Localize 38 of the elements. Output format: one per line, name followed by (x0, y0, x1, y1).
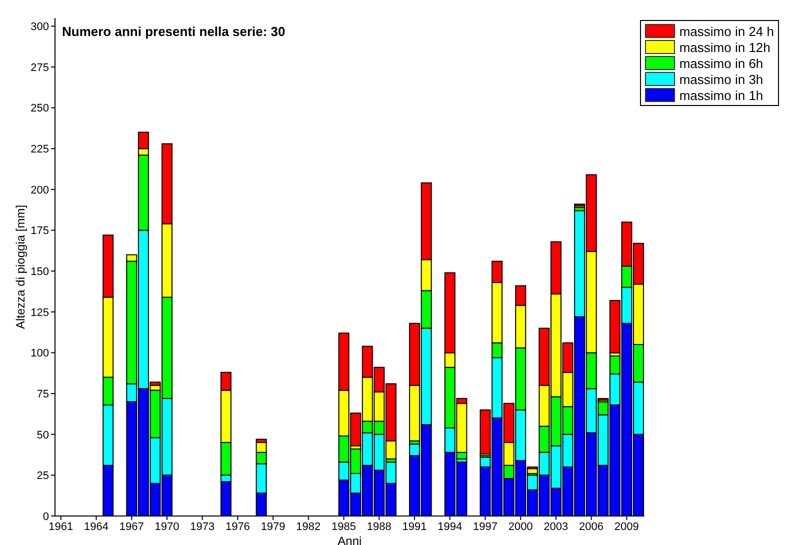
x-tick-label: 1961 (48, 520, 74, 533)
x-tick-label: 1970 (154, 520, 180, 533)
legend-label: massimo in 12h (679, 40, 770, 54)
x-tick-label: 1994 (438, 520, 462, 533)
x-tick-label: 1964 (84, 520, 108, 533)
y-tick-label: 300 (30, 21, 49, 34)
y-axis-title: Altezza di pioggia [mm] (13, 204, 28, 330)
y-tick-label: 100 (30, 348, 49, 360)
x-tick-label: 1997 (472, 520, 498, 533)
y-tick-label: 175 (30, 225, 49, 238)
y-tick-label: 275 (30, 62, 49, 74)
x-tick-label: 1988 (366, 520, 392, 533)
annotation: Numero anni presenti nella serie: 30 (62, 24, 286, 39)
x-tick-label: 1982 (296, 520, 321, 533)
x-axis-title: Anni (338, 534, 362, 545)
legend-label: massimo in 6h (679, 56, 764, 70)
legend-label: massimo in 24 h (679, 24, 774, 38)
x-tick-label: 1985 (332, 520, 356, 533)
legend-label: massimo in 1h (679, 88, 764, 102)
x-tick-label: 1991 (402, 520, 427, 533)
y-tick-label: 0 (42, 510, 49, 523)
y-tick-label: 125 (30, 306, 49, 319)
x-tick-label: 1967 (119, 520, 144, 533)
x-tick-label: 2000 (508, 520, 533, 533)
x-tick-label: 2009 (614, 520, 639, 533)
legend-label: massimo in 3h (679, 72, 764, 86)
x-tick-label: 2006 (579, 520, 604, 533)
y-tick-label: 150 (30, 266, 49, 278)
y-tick-label: 225 (30, 144, 49, 156)
x-tick-label: 2003 (544, 520, 568, 533)
y-tick-label: 200 (30, 184, 49, 196)
x-tick-label: 1976 (225, 520, 250, 533)
x-tick-label: 1979 (260, 520, 286, 533)
y-tick-label: 50 (36, 429, 49, 442)
y-tick-label: 250 (30, 102, 49, 115)
x-tick-label: 1973 (190, 520, 215, 533)
y-tick-label: 25 (36, 470, 49, 482)
y-tick-label: 75 (36, 388, 49, 400)
